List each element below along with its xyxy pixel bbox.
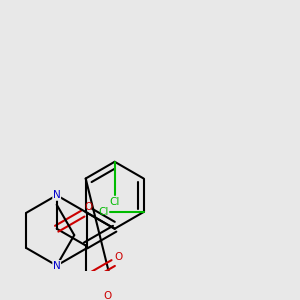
Text: N: N [53,260,61,271]
Text: Cl: Cl [110,196,120,207]
Text: N: N [53,190,61,200]
Text: Cl: Cl [98,207,109,217]
Text: O: O [84,202,92,212]
Text: O: O [103,291,112,300]
Text: O: O [115,252,123,262]
